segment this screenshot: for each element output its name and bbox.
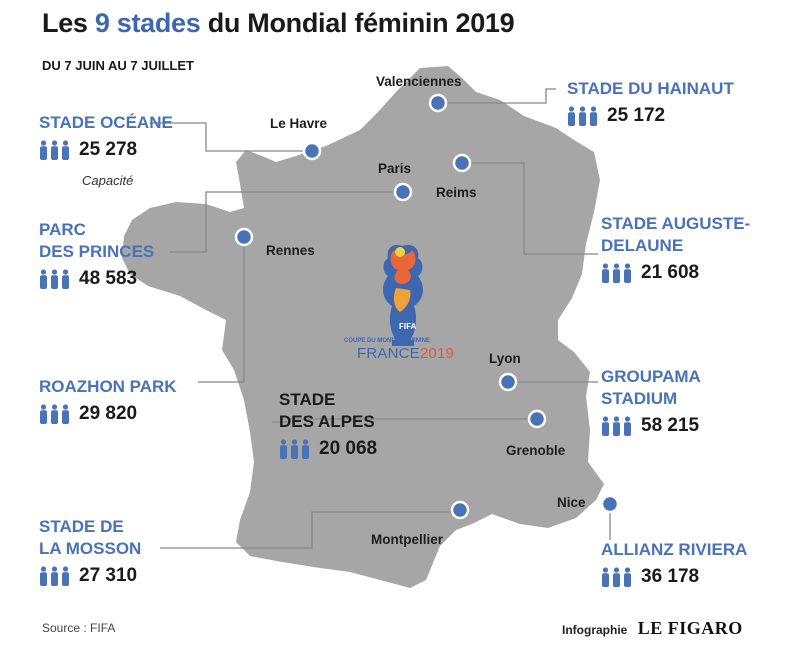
stadium-name: PARC	[39, 219, 154, 241]
stadium-stade-des-alpes[interactable]: STADE DES ALPES 20 068	[279, 389, 377, 460]
city-label-lyon: Lyon	[489, 351, 521, 366]
stadium-capacity-row: 36 178	[601, 566, 747, 588]
stadium-name: STADE DE	[39, 516, 141, 538]
date-range-subtitle: DU 7 JUIN AU 7 JUILLET	[42, 58, 194, 73]
stadium-capacity-row: 48 583	[39, 268, 154, 290]
city-dot-montpellier[interactable]	[452, 502, 468, 518]
city-dot-le-havre[interactable]	[304, 143, 320, 159]
people-icon	[39, 566, 70, 586]
city-dot-valenciennes[interactable]	[430, 95, 446, 111]
stadium-capacity: 25 278	[79, 139, 137, 161]
city-label-le-havre: Le Havre	[270, 116, 327, 131]
stadium-capacity: 20 068	[319, 438, 377, 460]
logo-host-country: FRANCE	[357, 345, 420, 362]
people-icon	[39, 404, 70, 424]
stadium-name-line2: DES ALPES	[279, 411, 377, 433]
capacity-note: Capacité	[82, 173, 133, 188]
stadium-capacity-row: 27 310	[39, 565, 141, 587]
city-label-montpellier: Montpellier	[371, 532, 443, 547]
stadium-auguste-delaune[interactable]: STADE AUGUSTE- DELAUNE 21 608	[601, 213, 750, 284]
logo-fifa-text: FIFA	[399, 322, 416, 331]
city-dot-lyon[interactable]	[500, 374, 516, 390]
people-icon	[279, 439, 310, 459]
stadium-name-line2: DES PRINCES	[39, 241, 154, 263]
people-icon	[601, 567, 632, 587]
stadium-capacity: 29 820	[79, 403, 137, 425]
stadium-allianz-riviera[interactable]: ALLIANZ RIVIERA 36 178	[601, 539, 747, 588]
stadium-capacity-row: 25 172	[567, 105, 734, 127]
stadium-name: STADE OCÉANE	[39, 112, 173, 134]
credit-label: Infographie	[562, 623, 627, 637]
source-note: Source : FIFA	[42, 621, 115, 635]
stadium-la-mosson[interactable]: STADE DE LA MOSSON 27 310	[39, 516, 141, 587]
city-dot-rennes[interactable]	[236, 229, 252, 245]
stadium-capacity: 58 215	[641, 415, 699, 437]
credit: Infographie LE FIGARO	[562, 618, 743, 639]
stadium-capacity: 36 178	[641, 566, 699, 588]
people-icon	[601, 263, 632, 283]
city-label-grenoble: Grenoble	[506, 443, 565, 458]
stadium-name: STADE	[279, 389, 377, 411]
stadium-capacity: 27 310	[79, 565, 137, 587]
stadium-name: ROAZHON PARK	[39, 376, 177, 398]
stadium-stade-oceane[interactable]: STADE OCÉANE 25 278	[39, 112, 173, 161]
stadium-name-line2: LA MOSSON	[39, 538, 141, 560]
stadium-name-line2: STADIUM	[601, 388, 701, 410]
stadium-capacity-row: 21 608	[601, 262, 750, 284]
stadium-name: STADE AUGUSTE-	[601, 213, 750, 235]
stadium-capacity: 48 583	[79, 268, 137, 290]
stadium-capacity-row: 20 068	[279, 438, 377, 460]
logo-host-text: FRANCE2019	[357, 345, 454, 362]
title-highlight: 9 stades	[95, 8, 201, 38]
stadium-name-line2: DELAUNE	[601, 235, 750, 257]
city-label-reims: Reims	[436, 185, 477, 200]
stadium-parc-des-princes[interactable]: PARC DES PRINCES 48 583	[39, 219, 154, 290]
city-dot-reims[interactable]	[454, 155, 470, 171]
stadium-groupama-stadium[interactable]: GROUPAMA STADIUM 58 215	[601, 366, 701, 437]
title-prefix: Les	[42, 8, 88, 38]
stadium-roazhon-park[interactable]: ROAZHON PARK 29 820	[39, 376, 177, 425]
stadium-capacity-row: 25 278	[39, 139, 173, 161]
stadium-capacity-row: 29 820	[39, 403, 177, 425]
city-dot-paris[interactable]	[395, 184, 411, 200]
people-icon	[601, 416, 632, 436]
stadium-name: STADE DU HAINAUT	[567, 78, 734, 100]
logo-year: 2019	[420, 345, 454, 362]
page-title: Les 9 stades du Mondial féminin 2019	[42, 8, 514, 39]
city-dot-nice[interactable]	[602, 496, 618, 512]
stadium-capacity-row: 58 215	[601, 415, 701, 437]
stadium-name: GROUPAMA	[601, 366, 701, 388]
stadium-capacity: 21 608	[641, 262, 699, 284]
logo-tournament-text: COUPE DU MONDE FÉMININE	[344, 338, 430, 344]
stadium-capacity: 25 172	[607, 105, 665, 127]
le-figaro-logo: LE FIGARO	[638, 618, 743, 638]
city-dot-grenoble[interactable]	[529, 411, 545, 427]
city-label-paris: Paris	[378, 161, 411, 176]
stadium-stade-du-hainaut[interactable]: STADE DU HAINAUT 25 172	[567, 78, 734, 127]
stadium-name: ALLIANZ RIVIERA	[601, 539, 747, 561]
people-icon	[39, 140, 70, 160]
city-label-valenciennes: Valenciennes	[376, 74, 462, 89]
people-icon	[567, 106, 598, 126]
title-suffix: du Mondial féminin 2019	[208, 8, 515, 38]
people-icon	[39, 269, 70, 289]
city-label-rennes: Rennes	[266, 243, 315, 258]
city-label-nice: Nice	[557, 495, 586, 510]
